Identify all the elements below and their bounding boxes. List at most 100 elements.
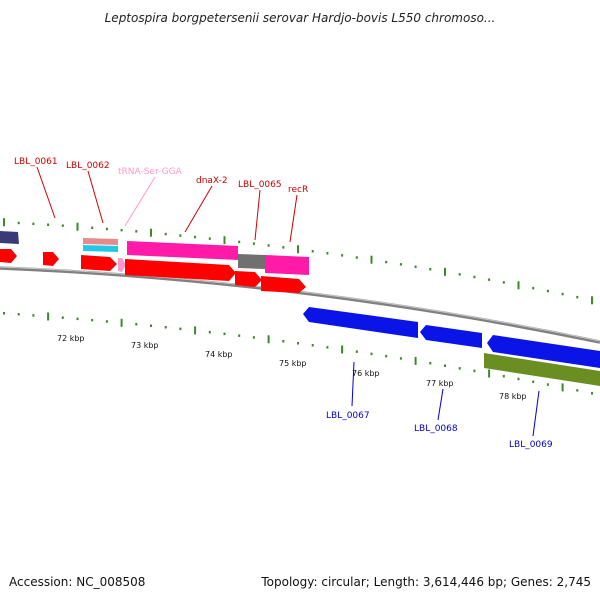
gene-lbl-0067[interactable] [303,307,418,338]
label-lbl-0061[interactable]: LBL_0061 [14,157,58,167]
minor-tick [267,244,270,247]
minor-tick [76,317,79,321]
minor-tick [473,369,476,373]
minor-tick [179,234,182,237]
scale-label-77: 77 kbp [426,379,454,388]
gene-olive[interactable] [484,353,600,386]
gene-trna-ser-arrow[interactable] [118,258,126,272]
gene-lbl-0065-arrow[interactable] [235,271,262,287]
major-tick [194,326,197,335]
minor-tick [208,330,211,334]
major-tick [341,345,344,354]
minor-tick [326,346,329,349]
minor-tick [282,340,285,343]
minor-tick [17,313,20,316]
minor-tick [311,344,314,347]
genome-backbone [0,266,600,344]
gene-pink-small[interactable] [83,238,118,245]
scale-labels: 72 kbp 73 kbp 74 kbp 75 kbp 76 kbp 77 kb… [57,334,527,401]
major-tick [3,218,5,227]
gene-lbl-0065[interactable] [238,254,265,269]
minor-tick [341,254,344,257]
minor-tick [502,281,505,284]
minor-tick [252,242,255,245]
scale-label-76: 76 kbp [352,369,380,378]
minor-tick [488,278,491,281]
gene-lbl-0061-arrow[interactable] [0,249,17,263]
scale-label-78: 78 kbp [499,392,527,401]
label-dnax-2[interactable]: dnaX-2 [196,176,228,186]
minor-tick [105,227,108,231]
label-leaders [36,166,540,437]
scale-label-75: 75 kbp [279,359,307,368]
minor-tick [444,364,446,367]
major-tick [414,356,417,365]
major-tick [561,383,564,392]
minor-tick [326,252,329,255]
map-title: Leptospira borgpetersenii serovar Hardjo… [105,11,496,25]
gene-recr-arrow[interactable] [261,276,306,293]
minor-tick [238,240,241,244]
gene-recr[interactable] [265,255,309,275]
major-tick [267,335,270,344]
minor-tick [91,226,94,229]
minor-tick [546,383,549,386]
minor-tick [238,334,241,337]
minor-tick [532,380,535,383]
major-tick [120,318,123,327]
minor-tick [429,362,432,365]
minor-tick [502,374,505,378]
minor-tick [297,342,299,345]
major-tick [76,222,79,231]
minor-tick [135,230,138,233]
minor-tick [120,228,123,232]
minor-tick [385,260,388,264]
label-lbl-0065[interactable]: LBL_0065 [238,180,282,190]
minor-tick [17,221,20,225]
major-tick [488,369,491,378]
label-lbl-0062[interactable]: LBL_0062 [66,161,110,171]
minor-tick [164,326,167,329]
label-lbl-0068[interactable]: LBL_0068 [414,424,458,434]
scale-label-73: 73 kbp [131,341,159,350]
minor-tick [179,327,182,331]
scale-label-72: 72 kbp [57,334,85,343]
gene-lbl-0061b-arrow[interactable] [43,252,59,266]
major-tick [223,236,226,245]
genome-backbone-highlight [0,266,600,342]
major-tick [297,245,299,254]
minor-tick [561,292,564,296]
genome-summary-text: Topology: circular; Length: 3,614,446 bp… [260,575,591,589]
label-lbl-0069[interactable]: LBL_0069 [509,440,553,450]
minor-tick [429,268,432,271]
minor-tick [591,392,593,395]
minor-tick [252,336,255,339]
gene-dnax-2[interactable] [127,241,238,260]
minor-tick [311,250,314,253]
outer-tick-row [3,218,593,305]
gene-navy-partial[interactable] [0,231,19,244]
forward-genes [0,231,309,293]
major-tick [591,296,593,305]
gene-lbl-0062-arrow[interactable] [81,255,117,271]
minor-tick [458,367,461,370]
label-recr[interactable]: recR [288,185,308,195]
major-tick [370,255,373,264]
gene-lbl-0068[interactable] [420,325,482,348]
minor-tick [414,265,417,268]
reverse-gene-labels: LBL_0067 LBL_0068 LBL_0069 [326,411,553,450]
major-tick [150,228,152,237]
label-trna-ser-gga[interactable]: tRNA-Ser-GGA [118,167,183,177]
minor-tick [399,263,402,266]
minor-tick [355,256,358,259]
gene-lbl-0069[interactable] [487,335,600,368]
minor-tick [3,312,5,315]
gene-cyan-small[interactable] [83,245,118,252]
minor-tick [576,295,579,299]
minor-tick [546,289,549,293]
minor-tick [385,354,388,358]
major-tick [517,281,520,290]
gene-dnax-2-arrow[interactable] [125,259,236,281]
minor-tick [91,318,94,322]
label-lbl-0067[interactable]: LBL_0067 [326,411,370,421]
